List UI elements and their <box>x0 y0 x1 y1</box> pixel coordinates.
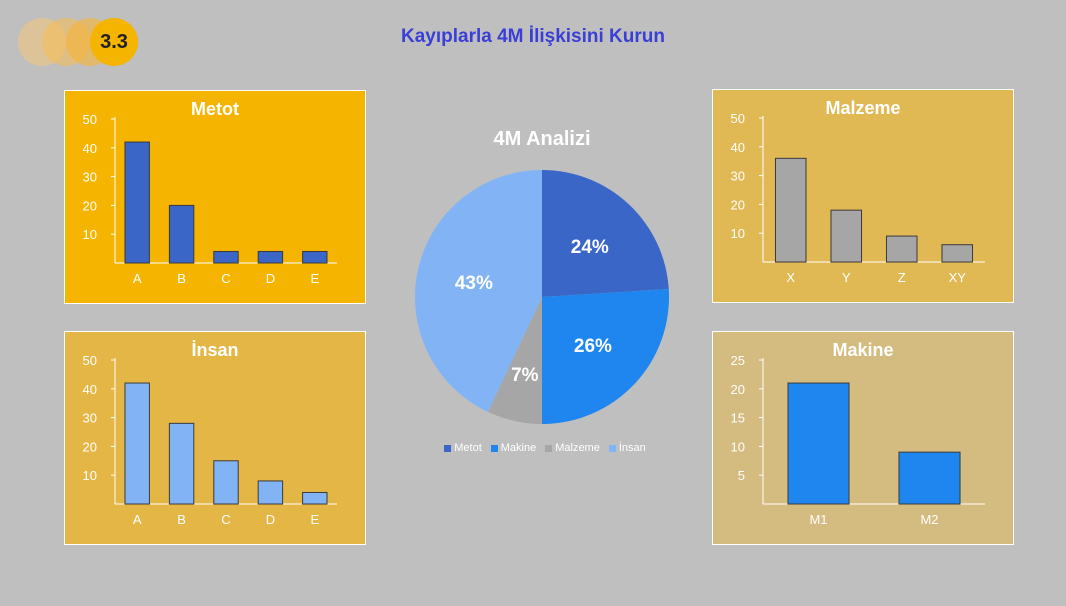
y-tick-label: 5 <box>738 468 745 483</box>
legend-swatch <box>490 444 498 452</box>
legend-item: Metot <box>444 442 482 454</box>
bar-A <box>124 141 150 264</box>
pie-slice-metot <box>542 170 669 297</box>
x-tick-label: D <box>266 512 275 527</box>
bar-Y <box>830 209 863 263</box>
makine-bar-chart: Makine 5 10 15 20 25 M1 M2 <box>731 340 985 527</box>
y-tick-label: 40 <box>731 140 745 155</box>
section-number: 3.3 <box>90 18 138 66</box>
chart-title: Malzeme <box>825 98 900 118</box>
section-badge: 3.3 <box>18 18 148 70</box>
y-tick-label: 20 <box>731 197 745 212</box>
pie-chart-title: 4M Analizi <box>493 128 591 150</box>
bar-M1 <box>787 382 850 505</box>
bar-D <box>257 480 284 505</box>
bar-XY <box>941 244 974 263</box>
x-tick-label: B <box>177 271 186 286</box>
chart-title: İnsan <box>191 340 238 360</box>
bar-C <box>213 250 239 264</box>
bar-C <box>213 460 239 505</box>
bar-X <box>774 157 807 263</box>
legend-item: Malzeme <box>545 442 600 454</box>
y-tick-label: 20 <box>83 439 97 454</box>
legend-item: Makine <box>490 442 537 454</box>
metot-bar-chart: Metot 10 20 30 40 50 A B C D E <box>83 99 337 286</box>
insan-chart-panel: İnsan 10 20 30 40 50 A B C D E <box>64 331 366 545</box>
bar-D <box>257 250 284 264</box>
bar-A <box>124 382 150 505</box>
legend-swatch <box>444 444 452 452</box>
pie-slice-makine <box>542 289 669 424</box>
x-tick-label: D <box>266 271 275 286</box>
y-tick-label: 30 <box>83 411 97 426</box>
metot-chart-panel: Metot 10 20 30 40 50 A B C D E <box>64 90 366 304</box>
x-tick-label: A <box>133 271 142 286</box>
y-tick-label: 30 <box>83 170 97 185</box>
legend-item: İnsan <box>608 442 646 454</box>
bar-Z <box>885 235 918 263</box>
malzeme-chart-panel: Malzeme 10 20 30 40 50 X Y Z XY <box>712 89 1014 303</box>
y-tick-label: 25 <box>731 353 745 368</box>
pie-legend: Metot Makine Malzeme İnsan <box>420 442 670 454</box>
legend-swatch <box>545 444 553 452</box>
insan-bar-chart: İnsan 10 20 30 40 50 A B C D E <box>83 340 337 527</box>
y-tick-label: 40 <box>83 382 97 397</box>
pie-data-label: 43% <box>455 273 493 294</box>
pie-data-label: 26% <box>574 336 612 357</box>
y-tick-label: 20 <box>83 198 97 213</box>
x-tick-label: A <box>133 512 142 527</box>
x-tick-label: Y <box>842 270 851 285</box>
x-tick-label: E <box>310 512 319 527</box>
y-tick-label: 10 <box>83 468 97 483</box>
pie-slice-i̇nsan <box>415 170 542 412</box>
bar-M2 <box>898 451 961 505</box>
y-tick-label: 10 <box>731 439 745 454</box>
x-tick-label: XY <box>949 270 967 285</box>
y-tick-label: 50 <box>83 353 97 368</box>
y-tick-label: 40 <box>83 141 97 156</box>
pie-data-label: 7% <box>511 365 539 386</box>
bar-E <box>302 250 328 264</box>
legend-label: Makine <box>500 442 537 454</box>
x-tick-label: B <box>177 512 186 527</box>
x-tick-label: C <box>221 512 230 527</box>
bar-B <box>168 422 195 505</box>
legend-label: Malzeme <box>555 442 600 454</box>
y-tick-label: 50 <box>731 111 745 126</box>
x-tick-label: C <box>221 271 230 286</box>
bar-E <box>302 491 328 505</box>
pie-slice-malzeme <box>487 297 542 424</box>
x-tick-label: Z <box>898 270 906 285</box>
x-tick-label: X <box>786 270 795 285</box>
x-tick-label: M2 <box>920 512 938 527</box>
y-tick-label: 30 <box>731 169 745 184</box>
pie-chart: 24% 26% 7% 43% <box>415 170 669 424</box>
page-title: Kayıplarla 4M İlişkisini Kurun <box>401 26 665 47</box>
makine-chart-panel: Makine 5 10 15 20 25 M1 M2 <box>712 331 1014 545</box>
y-tick-label: 50 <box>83 112 97 127</box>
legend-label: Metot <box>454 442 482 454</box>
chart-title: Metot <box>191 99 239 119</box>
y-tick-label: 20 <box>731 382 745 397</box>
legend-swatch <box>608 444 616 452</box>
bar-B <box>168 204 195 264</box>
x-tick-label: E <box>310 271 319 286</box>
chart-title: Makine <box>832 340 893 360</box>
y-tick-label: 10 <box>731 226 745 241</box>
pie-data-label: 24% <box>571 237 609 258</box>
x-tick-label: M1 <box>809 512 827 527</box>
y-tick-label: 10 <box>83 227 97 242</box>
legend-label: İnsan <box>618 442 646 454</box>
y-tick-label: 15 <box>731 411 745 426</box>
